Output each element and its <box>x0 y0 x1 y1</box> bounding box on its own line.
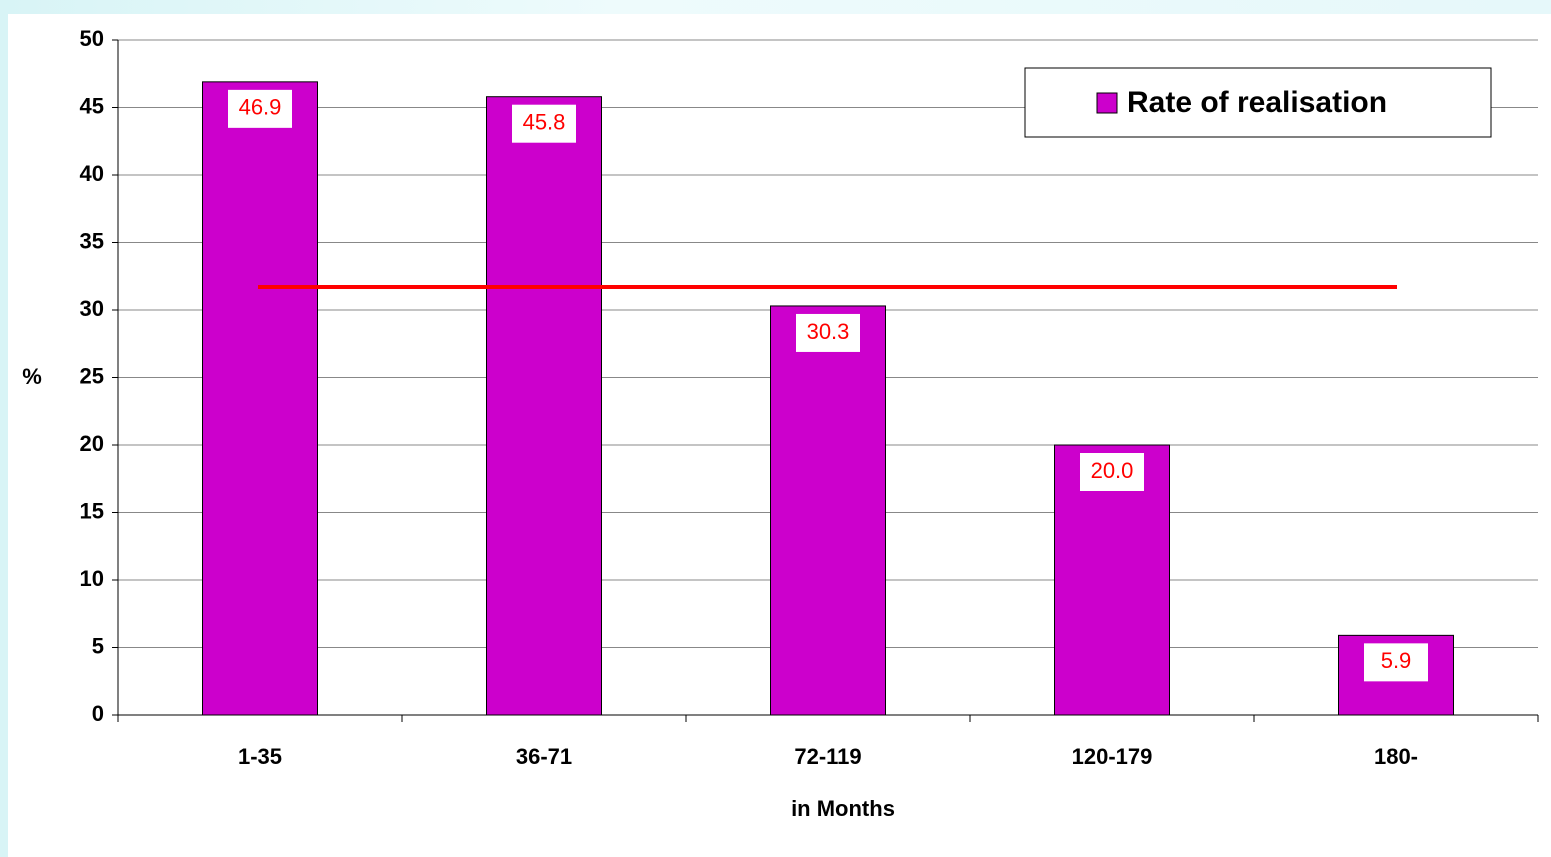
x-tick-label: 72-119 <box>794 744 861 769</box>
y-tick-label: 0 <box>92 701 104 726</box>
y-tick-label: 35 <box>80 228 104 253</box>
y-tick-label: 5 <box>92 633 104 658</box>
value-label-box <box>512 104 576 143</box>
x-tick-label: 36-71 <box>516 744 572 769</box>
x-tick-label: 1-35 <box>238 744 282 769</box>
y-tick-label: 30 <box>80 296 104 321</box>
legend-swatch <box>1096 92 1118 114</box>
value-label: 46.9 <box>239 95 282 120</box>
bar <box>202 81 318 716</box>
value-label-box <box>1080 453 1144 491</box>
value-label: 45.8 <box>523 110 566 135</box>
value-label-box <box>1364 643 1428 682</box>
value-label: 30.3 <box>807 319 850 344</box>
y-tick-label: 40 <box>80 161 104 186</box>
y-axis-label: % <box>22 364 42 389</box>
x-axis-label: in Months <box>791 796 895 821</box>
bar <box>770 305 886 716</box>
y-tick-label: 25 <box>80 363 104 388</box>
value-label-box <box>796 313 860 352</box>
value-label-box <box>228 89 292 128</box>
x-tick-label: 180- <box>1374 744 1418 769</box>
y-tick-label: 50 <box>80 26 104 51</box>
y-tick-label: 20 <box>80 431 104 456</box>
x-tick-label: 120-179 <box>1072 744 1153 769</box>
y-tick-label: 15 <box>80 498 104 523</box>
bar <box>486 96 602 716</box>
value-label: 20.0 <box>1091 458 1134 483</box>
y-tick-label: 45 <box>80 93 104 118</box>
legend-label: Rate of realisation <box>1127 86 1387 119</box>
y-tick-label: 10 <box>80 566 104 591</box>
value-label: 5.9 <box>1381 648 1412 673</box>
